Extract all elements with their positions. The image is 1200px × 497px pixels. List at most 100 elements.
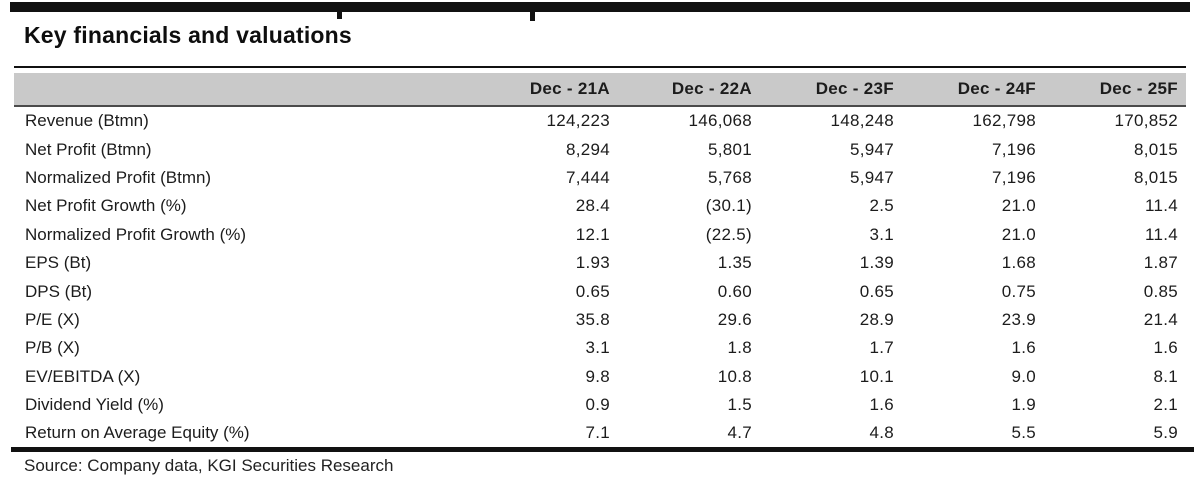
table-cell: 8.1 [1153,366,1178,386]
row-label: Normalized Profit Growth (%) [25,224,247,244]
column-header: Dec - 23F [815,79,894,98]
table-header-row: Dec - 21A Dec - 22A Dec - 23F Dec - 24F Dec … [14,73,1186,107]
table-cell: 35.8 [575,309,610,329]
row-label: Net Profit (Btmn) [25,139,152,159]
table-cell: 1.87 [1143,253,1178,273]
table-cell: 1.39 [859,253,894,273]
financials-table: Dec - 21A Dec - 22A Dec - 23F Dec - 24F Dec … [14,66,1186,448]
table-cell: 5,947 [849,167,894,187]
table-cell: 28.9 [859,309,894,329]
table-cell: 5.9 [1153,423,1178,443]
table-row: Normalized Profit Growth (%) 12.1 (22.5) 3.… [14,221,1186,249]
table-cell: 0.85 [1143,281,1178,301]
row-label: EV/EBITDA (X) [25,366,141,386]
table-cell: 23.9 [1001,309,1036,329]
table-cell: 1.35 [717,253,752,273]
table-cell: 9.8 [585,366,610,386]
table-cell: (30.1) [705,196,752,216]
table-row: Net Profit (Btmn) 8,294 5,801 5,947 7,196 8,0… [14,135,1186,163]
table-cell: 8,294 [565,139,610,159]
table-row: P/B (X) 3.1 1.8 1.7 1.6 1.6 [14,334,1186,362]
table-cell: 5.5 [1011,423,1036,443]
table-cell: 8,015 [1133,167,1178,187]
table-row: Dividend Yield (%) 0.9 1.5 1.6 1.9 2.1 [14,391,1186,419]
table-cell: 0.75 [1001,281,1036,301]
table-cell: 148,248 [830,111,894,131]
table-cell: 1.93 [575,253,610,273]
table-cell: 0.65 [859,281,894,301]
table-cell: 10.1 [859,366,894,386]
table-cell: 4.7 [727,423,752,443]
table-cell: 29.6 [717,309,752,329]
table-cell: 7.1 [585,423,610,443]
table-row: P/E (X) 35.8 29.6 28.9 23.9 21.4 [14,306,1186,334]
table-row: Return on Average Equity (%) 7.1 4.7 4.8 5.5… [14,419,1186,447]
row-label: Net Profit Growth (%) [25,196,187,216]
table-cell: 7,196 [991,167,1036,187]
row-label: Normalized Profit (Btmn) [25,167,212,187]
table-row: EV/EBITDA (X) 9.8 10.8 10.1 9.0 8.1 [14,363,1186,391]
table-cell: 1.6 [1153,338,1178,358]
table-cell: 1.5 [727,395,752,415]
table-row: Net Profit Growth (%) 28.4 (30.1) 2.5 21.0 11… [14,192,1186,220]
row-label: Dividend Yield (%) [25,395,164,415]
table-cell: 21.0 [1001,224,1036,244]
cropped-text-artifact [530,12,535,21]
table-cell: 11.4 [1144,196,1178,216]
table-cell: 9.0 [1011,366,1036,386]
row-label: Return on Average Equity (%) [25,423,250,443]
row-label: P/E (X) [25,309,80,329]
table-cell: 8,015 [1133,139,1178,159]
table-cell: 11.4 [1144,224,1178,244]
table-cell: 2.1 [1153,395,1178,415]
source-note: Source: Company data, KGI Securities Res… [24,456,394,475]
row-label: EPS (Bt) [25,253,92,273]
row-label: Revenue (Btmn) [25,111,149,131]
table-cell: 1.6 [869,395,894,415]
table-cell: 5,801 [707,139,752,159]
table-cell: 21.0 [1001,196,1036,216]
table-row: Revenue (Btmn) 124,223 146,068 148,248 162,7… [14,107,1186,135]
table-cell: 1.6 [1011,338,1036,358]
table-row: EPS (Bt) 1.93 1.35 1.39 1.68 1.87 [14,249,1186,277]
table-cell: 12.1 [575,224,610,244]
table-cell: 0.60 [717,281,752,301]
table-cell: 170,852 [1114,111,1178,131]
table-cell: 4.8 [869,423,894,443]
table-bottom-rule [11,447,1194,452]
table-cell: 28.4 [575,196,610,216]
table-row: DPS (Bt) 0.65 0.60 0.65 0.75 0.85 [14,277,1186,305]
table-cell: 146,068 [688,111,752,131]
section-title: Key financials and valuations [24,22,352,48]
table-cell: 10.8 [717,366,752,386]
table-top-rule [14,66,1186,68]
top-divider-bar [10,2,1190,12]
table-cell: 7,444 [565,167,610,187]
table-cell: 7,196 [991,139,1036,159]
column-header: Dec - 21A [529,79,610,98]
table-cell: 162,798 [972,111,1036,131]
table-cell: 1.9 [1011,395,1036,415]
table-cell: 5,947 [849,139,894,159]
table-cell: 2.5 [869,196,894,216]
table-cell: 1.7 [869,338,894,358]
table-body: Revenue (Btmn) 124,223 146,068 148,248 162,7… [14,107,1186,448]
table-cell: 0.9 [585,395,610,415]
table-cell: 3.1 [585,338,610,358]
table-cell: 1.8 [727,338,752,358]
column-header: Dec - 24F [957,79,1036,98]
table-cell: 124,223 [546,111,610,131]
table-row: Normalized Profit (Btmn) 7,444 5,768 5,947 7… [14,164,1186,192]
cropped-text-artifact [337,12,342,19]
table-cell: 0.65 [575,281,610,301]
table-cell: (22.5) [705,224,752,244]
table-cell: 5,768 [707,167,752,187]
row-label: DPS (Bt) [25,281,93,301]
column-header: Dec - 22A [671,79,752,98]
row-label: P/B (X) [25,338,80,358]
table-cell: 21.4 [1143,309,1178,329]
table-cell: 1.68 [1001,253,1036,273]
column-header: Dec - 25F [1099,79,1178,98]
table-cell: 3.1 [869,224,894,244]
